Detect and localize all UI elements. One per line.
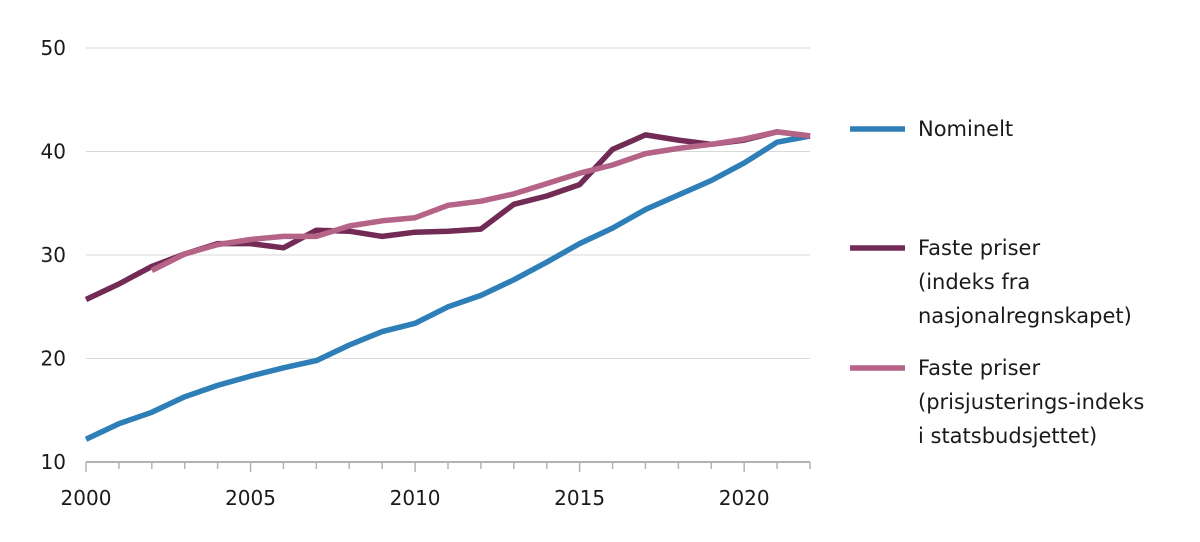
- legend-label-nominelt-line-0: Nominelt: [918, 117, 1013, 141]
- x-tick-label-2005: 2005: [225, 486, 276, 510]
- series-faste-priser-nasjonalregnskapet: [84, 129, 811, 302]
- legend-label-faste-priser-nasjonalregnskapet-line-0: Faste priser: [918, 236, 1040, 260]
- legend-label-faste-priser-statsbudsjettet-line-2: i statsbudsjettet): [918, 424, 1097, 448]
- series-nominelt: [84, 133, 811, 442]
- gridlines: [86, 47, 810, 359]
- y-tick-label-30: 30: [41, 243, 66, 267]
- legend-label-faste-priser-statsbudsjettet-line-0: Faste priser: [918, 356, 1040, 380]
- legend-entry-faste-priser-statsbudsjettet: Faste priser (prisjusterings-indeks i stat…: [850, 356, 1144, 448]
- legend-label-faste-priser-statsbudsjettet-line-1: (prisjusterings-indeks: [918, 390, 1144, 414]
- y-tick-label-20: 20: [41, 347, 66, 371]
- series-lines: [84, 129, 811, 442]
- legend-label-faste-priser-nasjonalregnskapet-line-1: (indeks fra: [918, 270, 1030, 294]
- x-tick-label-2010: 2010: [390, 486, 441, 510]
- legend-entry-faste-priser-nasjonalregnskapet: Faste priser (indeks fra nasjonalregnskape…: [850, 236, 1132, 328]
- legend-label-faste-priser-nasjonalregnskapet-line-2: nasjonalregnskapet): [918, 304, 1132, 328]
- y-tick-label-10: 10: [41, 450, 66, 474]
- x-axis-tick-labels: 2000 2005 2010 2015 2020: [61, 486, 770, 510]
- x-tick-label-2020: 2020: [719, 486, 770, 510]
- x-tick-label-2000: 2000: [61, 486, 112, 510]
- x-axis: [85, 461, 811, 472]
- series-line-nominelt: [84, 133, 811, 442]
- y-tick-label-50: 50: [41, 36, 66, 60]
- legend: Nominelt Faste priser (indeks fra nasjonalr…: [850, 117, 1144, 448]
- x-tick-label-2015: 2015: [554, 486, 605, 510]
- series-line-faste-priser-statsbudsjettet: [150, 129, 811, 273]
- y-tick-label-40: 40: [41, 140, 66, 164]
- legend-entry-nominelt: Nominelt: [850, 117, 1013, 141]
- series-faste-priser-statsbudsjettet: [150, 129, 811, 273]
- series-line-faste-priser-nasjonalregnskapet: [84, 129, 811, 302]
- y-axis-tick-labels: 10 20 30 40 50: [41, 36, 66, 474]
